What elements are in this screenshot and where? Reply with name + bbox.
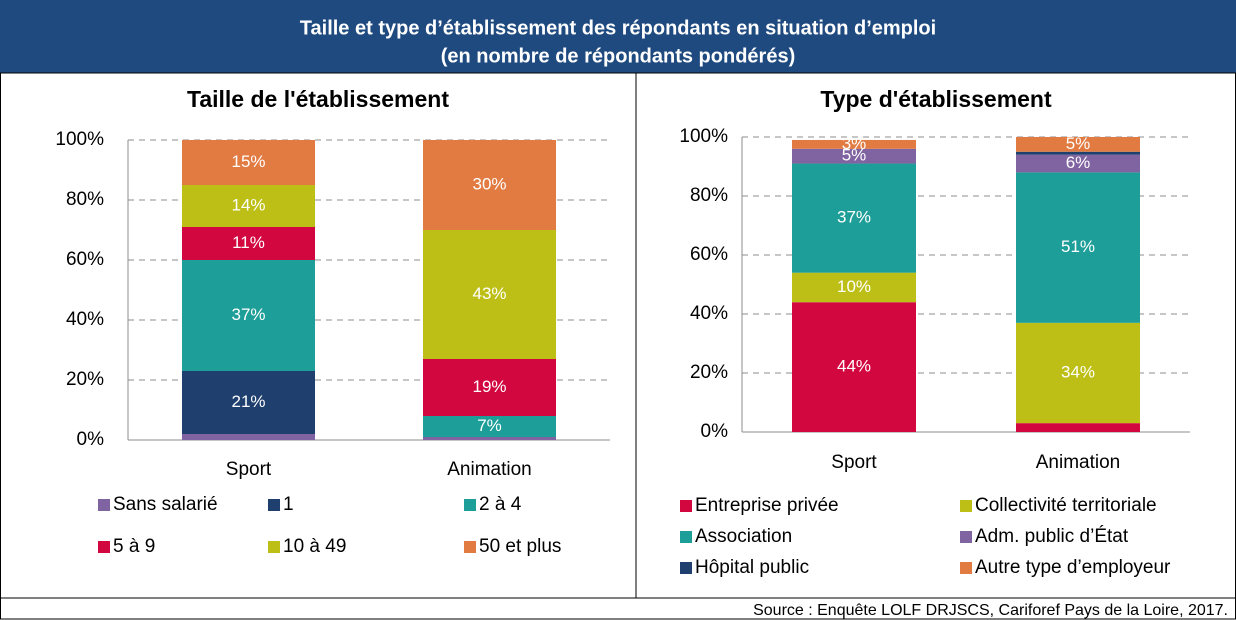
chart-title: Type d'établissement [820,86,1052,112]
bar-segment [792,163,916,273]
legend-swatch [680,562,692,574]
legend-swatch [98,541,110,553]
header-subtitle: (en nombre de répondants pondérés) [441,45,795,67]
value-label: 30% [472,174,506,193]
legend-label: Sans salarié [113,494,218,515]
value-label: 5% [1066,134,1091,153]
value-label: 10% [837,277,871,296]
bar-segment [792,139,916,149]
legend-label: 50 et plus [479,536,561,557]
y-tick-label: 40% [690,303,728,324]
bar-segment [423,140,556,230]
y-tick-label: 80% [66,189,104,210]
value-label: 19% [472,377,506,396]
bar-segment [182,140,315,185]
legend-swatch [464,499,476,511]
legend-label: Entreprise privée [695,495,839,516]
bar-segment [182,185,315,227]
bar-segment [792,272,916,303]
legend-swatch [268,499,280,511]
value-label: 34% [1061,362,1095,381]
value-label: 37% [837,208,871,227]
y-tick-label: 80% [690,185,728,206]
bar-segment [182,227,315,260]
legend-label: Collectivité territoriale [975,495,1157,516]
bar-segment [1016,154,1140,173]
bar-segment [1016,322,1140,424]
bar-segment [1016,137,1140,152]
y-tick-label: 100% [679,126,728,147]
bar-segment [1016,172,1140,323]
bar-segment [182,434,315,440]
bar-segment [423,437,556,440]
legend-label: 1 [283,494,294,515]
y-tick-label: 40% [66,309,104,330]
value-label: 37% [231,305,265,324]
value-label: 7% [477,416,502,435]
y-tick-label: 100% [55,129,104,150]
bar-segment [423,359,556,416]
y-tick-label: 60% [690,244,728,265]
bar-segment [1016,151,1140,155]
legend-swatch [98,499,110,511]
value-label: 5% [842,146,867,165]
legend-label: 5 à 9 [113,536,155,557]
chart-title: Taille de l'établissement [187,86,449,112]
legend-swatch [268,541,280,553]
legend-swatch [680,500,692,512]
legend-swatch [960,500,972,512]
x-tick-label: Animation [447,459,532,480]
bar-segment [423,416,556,437]
value-label: 43% [472,284,506,303]
bar-segment [1016,423,1140,432]
bar-segment [423,230,556,359]
header-band [0,0,1236,73]
x-tick-label: Sport [226,459,272,480]
bar-segment [182,260,315,371]
header-title: Taille et type d’établissement des répon… [300,17,936,39]
legend-swatch [464,541,476,553]
y-tick-label: 20% [66,369,104,390]
bar-segment [182,371,315,434]
value-label: 44% [837,357,871,376]
legend-label: 10 à 49 [283,536,346,557]
legend-swatch [960,562,972,574]
value-label: 14% [231,195,265,214]
legend-label: Autre type d’employeur [975,557,1171,578]
x-tick-label: Sport [831,452,877,473]
y-tick-label: 60% [66,249,104,270]
y-tick-label: 0% [701,421,729,442]
legend-swatch [960,531,972,543]
y-tick-label: 20% [690,362,728,383]
value-label: 6% [1066,153,1091,172]
y-tick-label: 0% [77,429,105,450]
value-label: 3% [842,134,867,153]
bar-segment [792,302,916,432]
legend-label: Adm. public d’État [975,526,1129,547]
value-label: 11% [232,233,265,252]
value-label: 21% [231,392,265,411]
source: Source : Enquête LOLF DRJSCS, Cariforef … [753,602,1228,619]
value-label: 51% [1061,237,1095,256]
legend-label: Hôpital public [695,557,809,578]
value-label: 15% [231,152,265,171]
legend-label: 2 à 4 [479,494,522,515]
legend-label: Association [695,526,792,547]
x-tick-label: Animation [1036,452,1121,473]
legend-swatch [680,531,692,543]
bar-segment [792,148,916,164]
